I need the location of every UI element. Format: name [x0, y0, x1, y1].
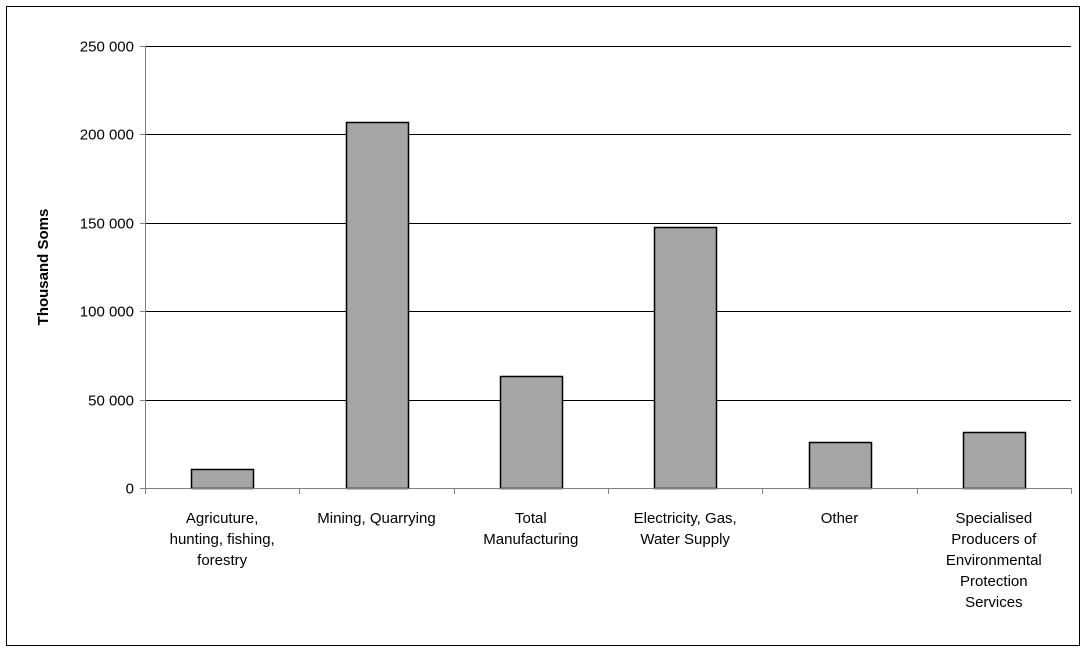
y-tick-label: 0	[126, 481, 134, 498]
y-axis-title: Thousand Soms	[35, 209, 52, 326]
bars	[190, 121, 1027, 490]
y-tick-label: 50 000	[88, 393, 134, 410]
bar	[190, 468, 255, 490]
x-category-label: Electricity, Gas, Water Supply	[634, 510, 737, 548]
chart-frame	[6, 6, 1080, 646]
bar	[499, 375, 564, 490]
y-tick-label: 100 000	[80, 304, 134, 321]
x-category-label: Other	[821, 510, 859, 527]
x-category-label: Mining, Quarrying	[317, 510, 435, 527]
y-tick-label: 150 000	[80, 216, 134, 233]
x-category-label: Agricuture, hunting, fishing, forestry	[170, 510, 275, 569]
bar	[808, 441, 873, 490]
bar	[345, 121, 410, 490]
y-tick-labels: 0 50 000 100 000 150 000 200 000 250 000	[80, 39, 134, 498]
bar	[962, 431, 1027, 490]
axes	[140, 46, 1072, 494]
y-tick-label: 250 000	[80, 39, 134, 56]
y-tick-label: 200 000	[80, 127, 134, 144]
x-category-labels: Agricuture, hunting, fishing, forestry Mini…	[170, 510, 1042, 611]
x-category-label: Specialised Producers of Environmental Prot…	[946, 510, 1042, 611]
x-category-label: Total Manufacturing	[483, 510, 578, 548]
gridlines	[145, 46, 1071, 401]
bar	[653, 226, 718, 490]
